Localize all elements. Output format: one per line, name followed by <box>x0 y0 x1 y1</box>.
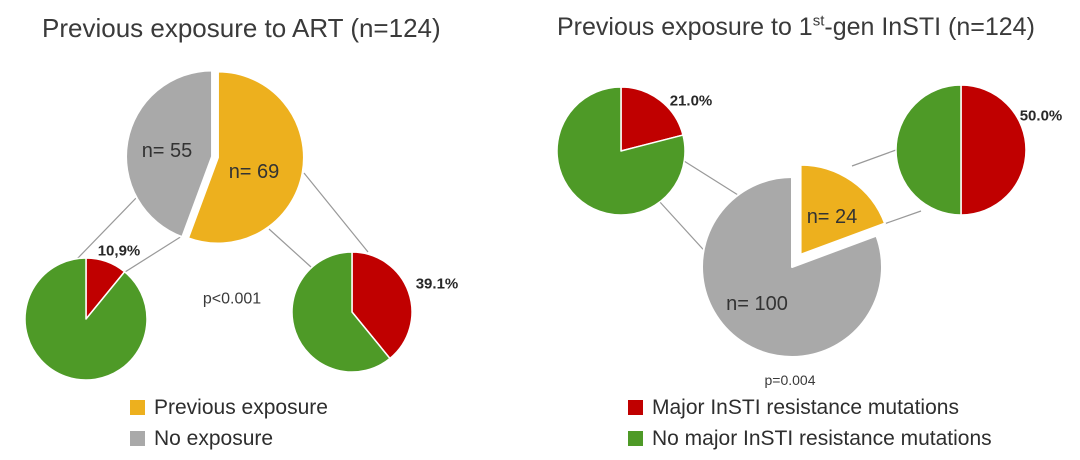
pie-slice-green <box>24 257 148 381</box>
pie-slice-green <box>291 251 391 373</box>
slice-count-label: n= 55 <box>142 140 193 162</box>
p-value-label: p=0.004 <box>765 372 816 388</box>
title-text: -gen InSTI (n=124) <box>824 13 1035 41</box>
legend-label: No major InSTI resistance mutations <box>652 426 992 450</box>
legend-label: Previous exposure <box>154 395 328 419</box>
connector-line <box>851 149 897 167</box>
connector-line <box>683 160 739 196</box>
percentage-label: 50.0% <box>1020 108 1063 125</box>
pie-slice-green <box>895 84 962 216</box>
pie-slice-red <box>620 86 684 152</box>
legend-swatch-green <box>628 431 643 446</box>
title-superscript: st <box>812 12 825 30</box>
p-value-label: p<0.001 <box>203 291 261 308</box>
legend-item: Major InSTI resistance mutations <box>628 394 992 421</box>
connector-line <box>303 172 369 253</box>
panel-title-art: Previous exposure to ART (n=124) <box>42 13 441 44</box>
connector-line <box>124 235 183 273</box>
legend-label: No exposure <box>154 426 274 450</box>
percentage-label: 39.1% <box>416 276 459 293</box>
slice-count-label: n= 69 <box>229 161 280 183</box>
percentage-label: 10,9% <box>98 243 141 260</box>
legend-item: No major InSTI resistance mutations <box>628 425 992 452</box>
legend-art: Previous exposure No exposure <box>130 394 328 452</box>
percentage-label: 21.0% <box>670 93 713 110</box>
legend-insti: Major InSTI resistance mutations No major… <box>628 394 992 452</box>
slice-count-label: n= 100 <box>726 293 788 315</box>
legend-item: No exposure <box>130 425 328 452</box>
slice-count-label: n= 24 <box>807 206 858 228</box>
pie-slice-gray <box>701 176 884 358</box>
pie-slice-green <box>556 86 686 216</box>
legend-swatch-gray <box>130 431 145 446</box>
legend-label: Major InSTI resistance mutations <box>652 395 959 419</box>
legend-item: Previous exposure <box>130 394 328 421</box>
pie-slice-red <box>960 84 1027 216</box>
pie-slice-gray <box>125 69 214 239</box>
title-text: Previous exposure to ART (n=124) <box>42 13 441 43</box>
title-text: Previous exposure to 1 <box>557 13 813 41</box>
pie-slice-red <box>351 251 413 360</box>
legend-swatch-yellow <box>130 400 145 415</box>
pie-slice-yellow <box>799 163 886 256</box>
pie-slice-yellow <box>187 70 305 245</box>
connector-line <box>268 228 312 268</box>
legend-swatch-red <box>628 400 643 415</box>
connector-line <box>883 210 922 225</box>
connector-line <box>658 200 712 259</box>
connector-line <box>76 195 139 260</box>
panel-title-insti: Previous exposure to 1st-gen InSTI (n=12… <box>557 13 1035 42</box>
